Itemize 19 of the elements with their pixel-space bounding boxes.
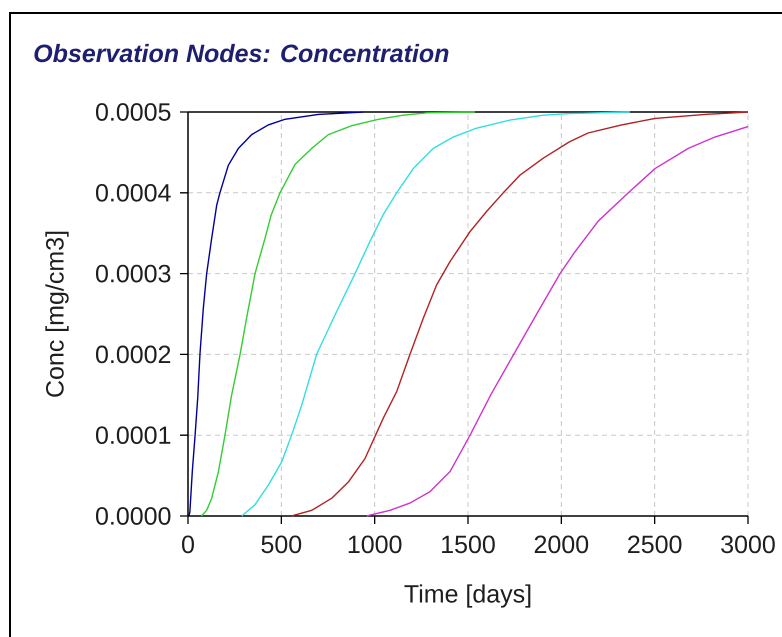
x-axis-title: Time [days] bbox=[404, 584, 530, 608]
line-series bbox=[200, 111, 476, 517]
x-tick-label: 0 bbox=[182, 536, 194, 554]
y-tick-label: 0.0000 bbox=[96, 507, 170, 525]
line-series bbox=[241, 111, 631, 517]
x-tick-label: 1500 bbox=[442, 536, 495, 554]
x-tick-label: 2500 bbox=[628, 536, 682, 554]
x-tick-label: 3000 bbox=[721, 536, 775, 554]
x-tick-label: 2000 bbox=[534, 536, 588, 554]
x-tick-label: 500 bbox=[261, 536, 302, 554]
y-tick-label: 0.0005 bbox=[96, 103, 170, 121]
chart-title: Observation Nodes: Concentration bbox=[34, 44, 448, 62]
y-tick-label: 0.0002 bbox=[96, 346, 170, 364]
y-axis-title: Conc [mg/cm3] bbox=[45, 232, 69, 397]
x-tick-label: 1000 bbox=[348, 536, 402, 554]
y-tick-label: 0.0004 bbox=[96, 184, 171, 202]
y-tick-label: 0.0001 bbox=[96, 426, 170, 444]
line-series bbox=[290, 111, 749, 517]
y-tick-label: 0.0003 bbox=[96, 264, 170, 282]
